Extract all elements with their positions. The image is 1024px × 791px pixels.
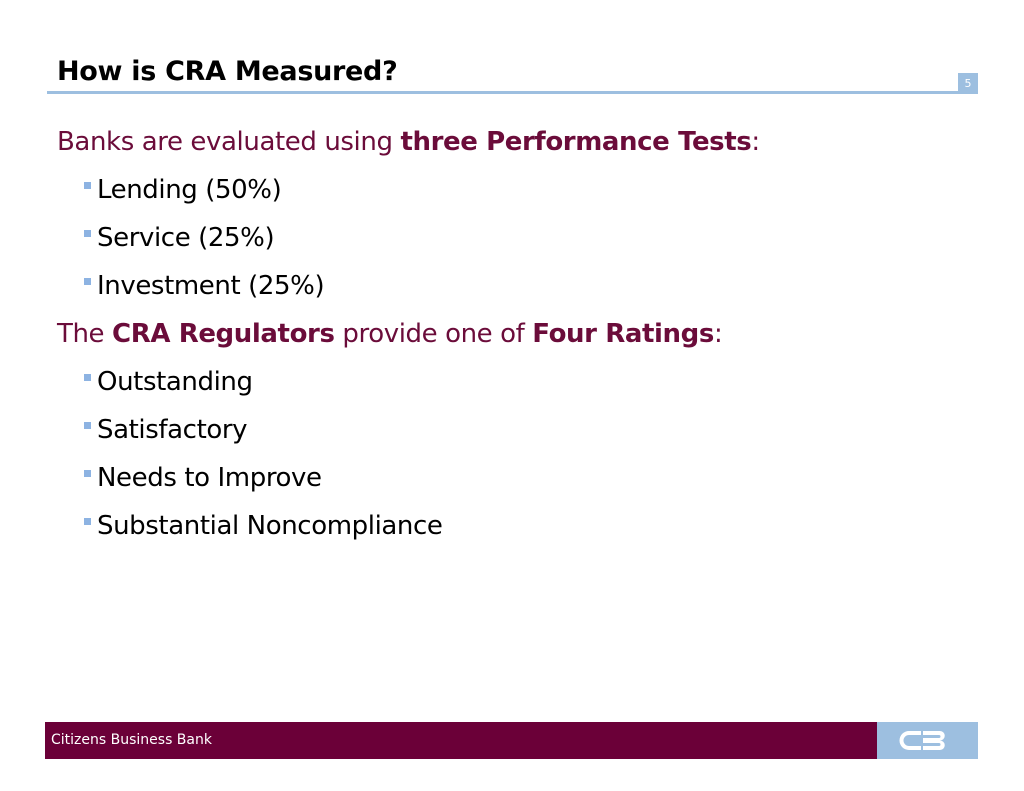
square-bullet-icon <box>84 374 91 381</box>
page-number: 5 <box>958 73 978 94</box>
list-item-needs-to-improve: Needs to Improve <box>57 454 760 502</box>
ratings-heading: The CRA Regulators provide one of Four R… <box>57 310 760 358</box>
ratings-emphasis1: CRA Regulators <box>112 319 335 349</box>
list-item-text: Needs to Improve <box>97 463 322 493</box>
footer-company-name: Citizens Business Bank <box>51 732 212 748</box>
performance-tests-intro: Banks are evaluated using <box>57 127 401 157</box>
slide-content: Banks are evaluated using three Performa… <box>57 118 760 550</box>
square-bullet-icon <box>84 470 91 477</box>
square-bullet-icon <box>84 422 91 429</box>
list-item-text: Substantial Noncompliance <box>97 511 443 541</box>
slide-title: How is CRA Measured? <box>57 56 398 87</box>
performance-tests-heading: Banks are evaluated using three Performa… <box>57 118 760 166</box>
list-item-service: Service (25%) <box>57 214 760 262</box>
performance-tests-suffix: : <box>751 127 760 157</box>
list-item-text: Outstanding <box>97 367 253 397</box>
square-bullet-icon <box>84 518 91 525</box>
footer-logo <box>877 722 978 759</box>
list-item-lending: Lending (50%) <box>57 166 760 214</box>
square-bullet-icon <box>84 182 91 189</box>
ratings-suffix: : <box>713 319 723 349</box>
square-bullet-icon <box>84 230 91 237</box>
footer-bar: Citizens Business Bank <box>45 722 877 759</box>
title-divider <box>47 91 978 94</box>
list-item-text: Investment (25%) <box>97 271 325 301</box>
list-item-satisfactory: Satisfactory <box>57 406 760 454</box>
list-item-text: Satisfactory <box>97 415 248 445</box>
ratings-emphasis2: Four Ratings <box>532 319 714 349</box>
square-bullet-icon <box>84 278 91 285</box>
list-item-outstanding: Outstanding <box>57 358 760 406</box>
cb-logo-icon <box>899 731 945 750</box>
ratings-part1: The <box>57 319 113 349</box>
list-item-investment: Investment (25%) <box>57 262 760 310</box>
list-item-text: Lending (50%) <box>97 175 282 205</box>
list-item-substantial-noncompliance: Substantial Noncompliance <box>57 502 760 550</box>
performance-tests-emphasis: three Performance Tests <box>400 127 752 157</box>
list-item-text: Service (25%) <box>97 223 275 253</box>
ratings-part2: provide one of <box>334 319 533 349</box>
